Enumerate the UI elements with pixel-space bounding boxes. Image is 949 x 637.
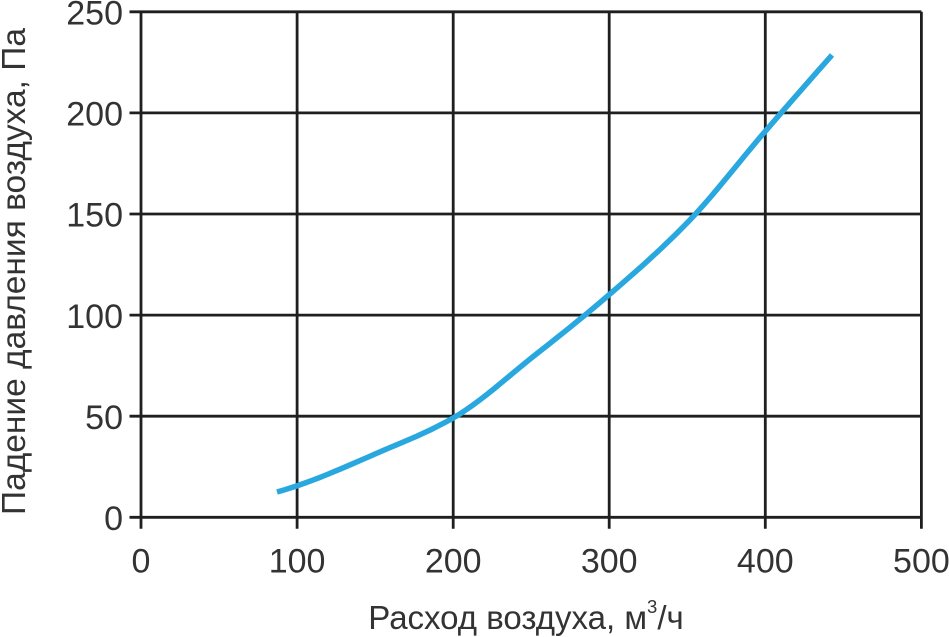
svg-text:300: 300	[581, 543, 638, 581]
svg-text:50: 50	[85, 399, 123, 437]
svg-text:0: 0	[132, 543, 151, 581]
svg-text:Расход воздуха, м3/ч: Расход воздуха, м3/ч	[368, 596, 683, 636]
svg-text:500: 500	[893, 543, 949, 581]
svg-text:150: 150	[66, 197, 123, 235]
svg-text:Падение давления воздуха, Па: Падение давления воздуха, Па	[0, 28, 33, 515]
svg-text:100: 100	[66, 298, 123, 336]
svg-text:0: 0	[104, 500, 123, 538]
svg-text:400: 400	[737, 543, 794, 581]
svg-text:250: 250	[66, 0, 123, 33]
svg-text:200: 200	[66, 96, 123, 134]
svg-text:200: 200	[425, 543, 482, 581]
svg-text:100: 100	[269, 543, 326, 581]
